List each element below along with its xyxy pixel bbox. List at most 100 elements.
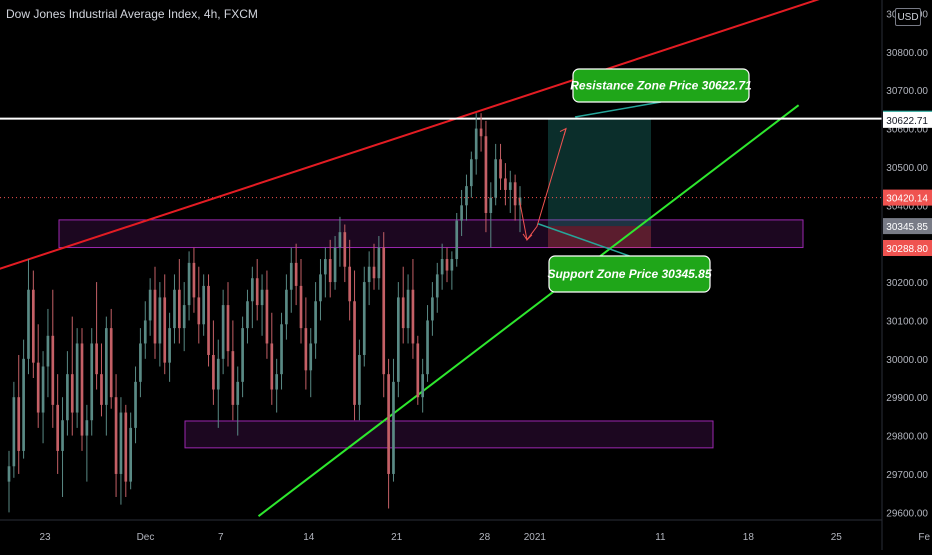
candle[interactable] [134,381,137,428]
candle[interactable] [479,128,483,137]
candle[interactable] [431,297,434,321]
candle[interactable] [163,297,167,363]
candle[interactable] [153,289,157,344]
candle[interactable] [396,297,400,382]
candle[interactable] [66,374,69,421]
candle[interactable] [226,305,230,352]
candle[interactable] [265,289,269,344]
candle[interactable] [304,328,308,371]
candle[interactable] [202,285,206,325]
candle[interactable] [119,412,123,474]
candle[interactable] [299,285,303,329]
candle[interactable] [270,343,274,390]
candle[interactable] [143,320,147,344]
candle[interactable] [328,259,332,283]
candle[interactable] [338,232,342,248]
projection-path[interactable] [518,128,567,242]
candle[interactable] [31,289,35,363]
candle[interactable] [7,466,11,482]
candle[interactable] [323,259,327,275]
candle[interactable] [173,289,176,329]
candle[interactable] [469,159,473,187]
candle[interactable] [216,358,220,390]
candle[interactable] [139,343,142,382]
stop-box[interactable] [548,226,651,248]
candle[interactable] [401,297,405,329]
price-badge[interactable] [883,189,932,206]
annotation-label[interactable]: Support Zone Price 30345.85 [547,267,711,281]
target-box[interactable] [548,118,651,227]
candle[interactable] [348,266,352,302]
candle[interactable] [377,247,381,279]
candle[interactable] [61,420,64,451]
candle[interactable] [56,404,60,451]
candle[interactable] [358,354,361,405]
candle[interactable] [294,262,298,286]
candle[interactable] [36,362,40,413]
candle[interactable] [22,358,25,451]
candle[interactable] [474,128,478,160]
resistance-trendline[interactable] [0,0,836,283]
candle[interactable] [114,397,118,474]
candle[interactable] [455,220,459,260]
annotation-box[interactable] [548,255,711,293]
candle[interactable] [353,301,356,405]
candle[interactable] [12,397,16,467]
candle[interactable] [148,289,152,321]
candle[interactable] [285,289,288,325]
candle[interactable] [80,343,84,436]
candle[interactable] [100,374,103,405]
candle[interactable] [504,178,507,190]
candle[interactable] [372,266,376,279]
candle[interactable] [236,381,240,405]
candle[interactable] [309,343,313,371]
candle[interactable] [319,274,322,302]
candle[interactable] [275,374,279,390]
candle[interactable] [168,328,171,363]
candle[interactable] [333,247,337,283]
candle[interactable] [109,328,113,398]
candle[interactable] [280,324,283,375]
candle[interactable] [177,289,181,329]
candle[interactable] [95,343,98,375]
candle[interactable] [382,247,386,375]
candle[interactable] [362,282,366,355]
candle[interactable] [246,301,249,329]
candle[interactable] [411,289,415,344]
candle[interactable] [416,343,420,398]
candle[interactable] [494,159,498,198]
candle[interactable] [387,374,390,474]
price-scale[interactable] [882,0,932,550]
candle[interactable] [465,186,468,206]
candle[interactable] [250,278,254,302]
candle[interactable] [460,205,463,221]
candle[interactable] [508,182,512,190]
candle[interactable] [192,262,196,298]
candle[interactable] [51,335,55,405]
time-scale[interactable] [0,520,882,550]
candle[interactable] [212,354,215,390]
candle[interactable] [75,343,79,413]
candle[interactable] [41,366,45,413]
candle[interactable] [484,136,488,213]
candle[interactable] [17,397,21,451]
candle[interactable] [124,412,128,482]
candle[interactable] [197,297,201,325]
candle[interactable] [499,159,502,179]
candle[interactable] [489,197,493,213]
annotation-box[interactable] [572,68,750,103]
candle[interactable] [450,259,454,271]
annotation-label[interactable]: Resistance Zone Price 30622.71 [570,79,752,93]
candle[interactable] [70,374,74,413]
candle[interactable] [182,305,186,329]
candle[interactable] [406,289,410,329]
candle[interactable] [343,232,347,267]
candle[interactable] [231,351,235,405]
candle[interactable] [445,259,449,271]
candle[interactable] [129,427,133,482]
candle[interactable] [513,182,517,206]
candle[interactable] [221,305,225,359]
candle[interactable] [104,328,108,405]
candle[interactable] [392,381,395,474]
candle[interactable] [260,289,264,306]
